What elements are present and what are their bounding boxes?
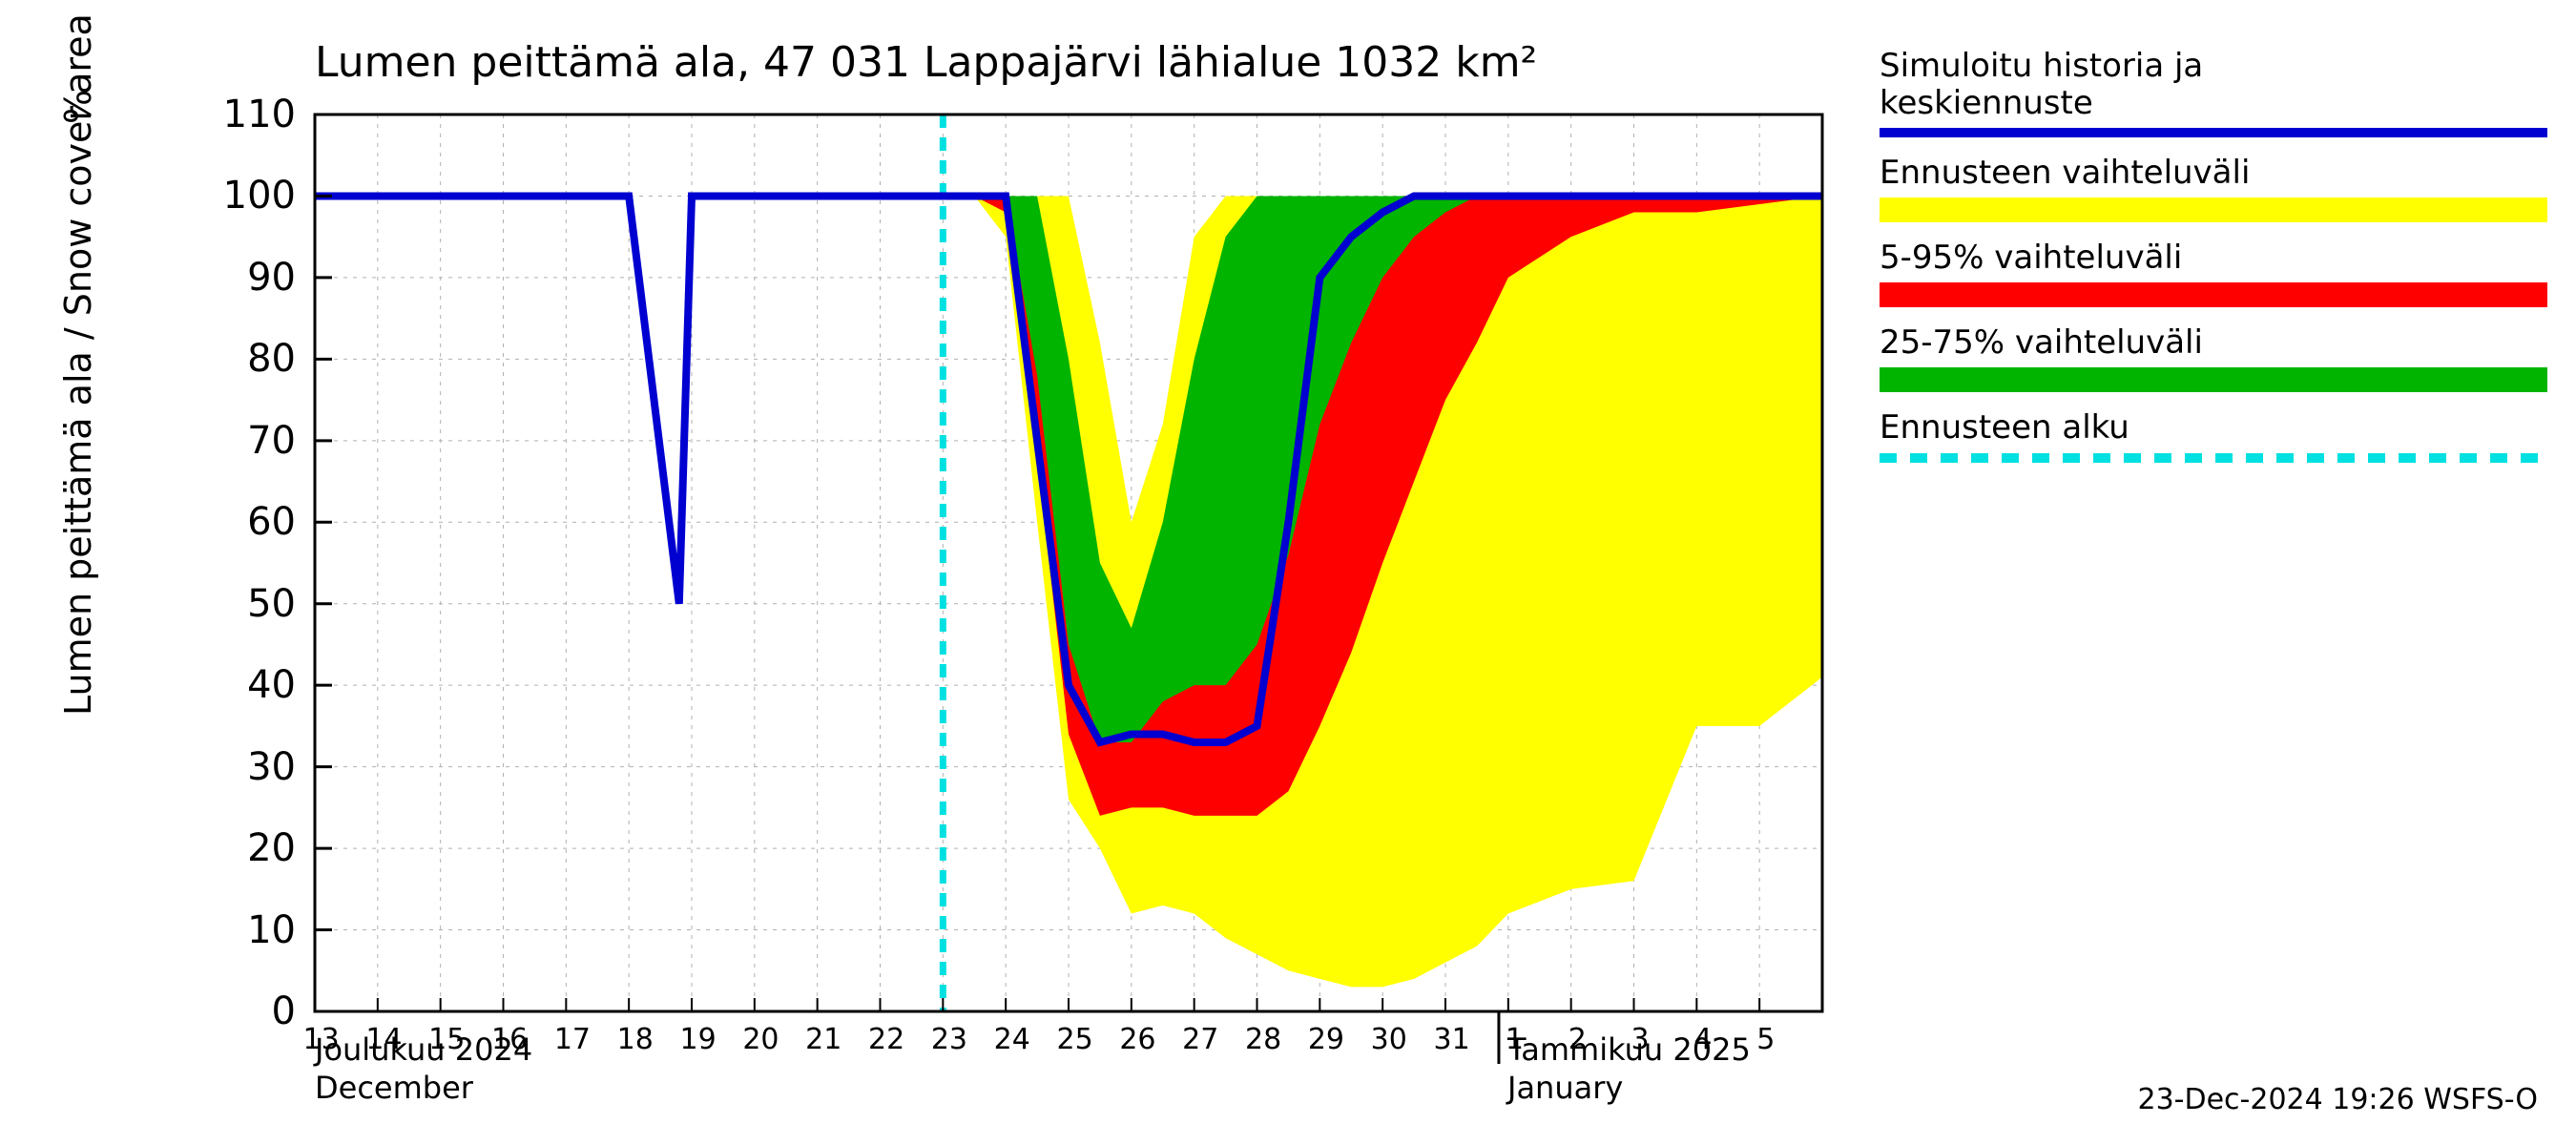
x-tick-label: 28: [1245, 1023, 1281, 1056]
legend-label: Ennusteen vaihteluväli: [1880, 155, 2566, 192]
footer-timestamp: 23-Dec-2024 19:26 WSFS-O: [2137, 1083, 2538, 1116]
legend-label: Ennusteen alku: [1880, 409, 2566, 447]
legend-label: 5-95% vaihteluväli: [1880, 239, 2566, 277]
y-tick-label: 100: [0, 174, 296, 218]
x-tick-label: 24: [994, 1023, 1030, 1056]
y-tick-label: 40: [0, 663, 296, 707]
plot-svg: [315, 114, 1822, 1011]
x-tick-label: 26: [1119, 1023, 1155, 1056]
y-tick-label: 0: [0, 989, 296, 1033]
x-tick-label: 19: [679, 1023, 716, 1056]
x-tick-label: 20: [742, 1023, 779, 1056]
legend-swatch: [1880, 282, 2547, 307]
plot-area: [315, 114, 1822, 1011]
x-tick-label: 27: [1182, 1023, 1218, 1056]
x-tick-label: 5: [1756, 1023, 1775, 1056]
month-label-left: Joulukuu 2024December: [315, 1030, 532, 1107]
x-tick-label: 25: [1056, 1023, 1092, 1056]
legend-entry: Ennusteen alku: [1880, 409, 2566, 462]
x-tick-label: 21: [805, 1023, 841, 1056]
legend-swatch: [1880, 198, 2547, 222]
legend-entry: 25-75% vaihteluväli: [1880, 324, 2566, 392]
y-tick-label: 70: [0, 419, 296, 463]
legend-swatch: [1880, 453, 2547, 463]
chart-container: Lumen peittämä ala, 47 031 Lappajärvi lä…: [0, 0, 2576, 1145]
y-tick-label: 60: [0, 500, 296, 544]
legend-entry: Simuloitu historia jakeskiennuste: [1880, 48, 2566, 137]
y-tick-label: 30: [0, 745, 296, 789]
y-tick-label: 90: [0, 256, 296, 300]
legend-swatch: [1880, 367, 2547, 392]
y-tick-label: 80: [0, 337, 296, 381]
legend-entry: Ennusteen vaihteluväli: [1880, 155, 2566, 222]
y-tick-label: 50: [0, 582, 296, 626]
legend-entry: 5-95% vaihteluväli: [1880, 239, 2566, 307]
x-tick-label: 30: [1371, 1023, 1407, 1056]
month-label-right: Tammikuu 2025January: [1507, 1030, 1751, 1107]
x-tick-label: 17: [554, 1023, 591, 1056]
x-tick-label: 23: [931, 1023, 967, 1056]
legend: Simuloitu historia jakeskiennuste Ennuste…: [1880, 48, 2566, 480]
x-tick-label: 31: [1433, 1023, 1469, 1056]
chart-title: Lumen peittämä ala, 47 031 Lappajärvi lä…: [315, 38, 1537, 87]
y-tick-label: 110: [0, 93, 296, 136]
legend-label: 25-75% vaihteluväli: [1880, 324, 2566, 362]
legend-label: Simuloitu historia jakeskiennuste: [1880, 48, 2566, 122]
y-tick-label: 20: [0, 826, 296, 870]
x-tick-label: 18: [617, 1023, 654, 1056]
legend-swatch: [1880, 128, 2547, 137]
x-tick-label: 29: [1308, 1023, 1344, 1056]
x-tick-label: 22: [868, 1023, 904, 1056]
y-tick-label: 10: [0, 908, 296, 952]
